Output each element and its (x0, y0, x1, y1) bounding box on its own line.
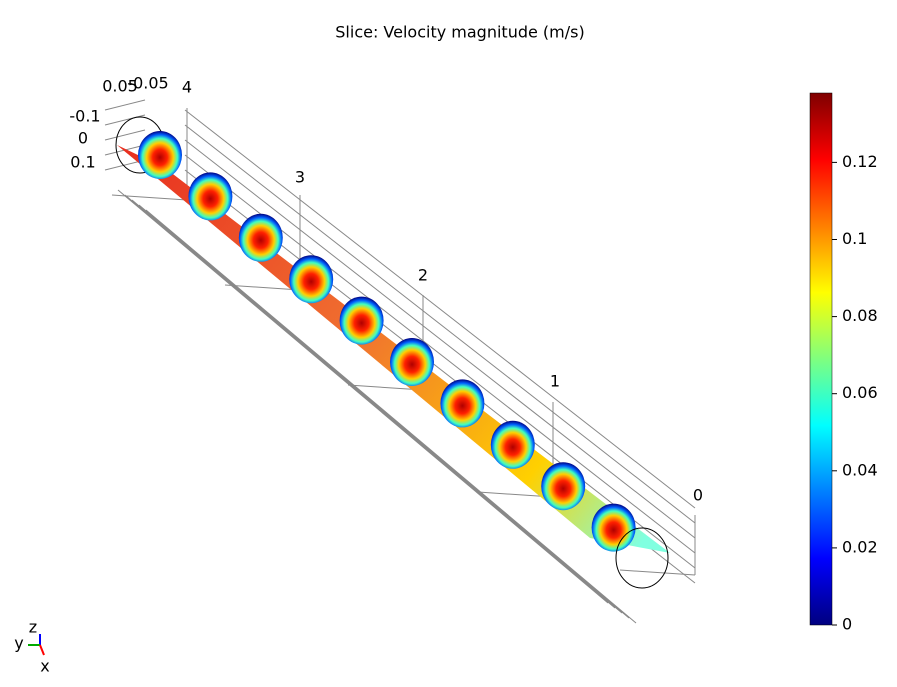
triad-label: x (40, 657, 49, 676)
end-circle (615, 527, 669, 589)
axis-tick-label: 4 (182, 78, 192, 97)
grid-line (131, 199, 623, 614)
grid-line (104, 99, 146, 111)
axis-tick-label: 2 (418, 266, 428, 285)
colorbar-tick-label: 0.04 (842, 460, 878, 479)
triad-label: y (14, 634, 23, 653)
colorbar-tick-label: 0.1 (842, 229, 867, 248)
grid-line (224, 284, 301, 291)
slice (591, 503, 636, 552)
colorbar-tick-label: 0 (842, 615, 852, 634)
axis-triad (28, 634, 45, 656)
pipe (115, 116, 670, 589)
slice (188, 172, 233, 221)
colorbar-tick-label: 0.06 (842, 383, 878, 402)
slice (238, 213, 283, 262)
colorbar (809, 92, 833, 626)
grid-line (184, 139, 696, 539)
grid-line (124, 194, 616, 609)
slice (490, 420, 535, 469)
grid-line (184, 109, 696, 509)
grid-line (104, 129, 146, 141)
axis-tick-label: 0.05 (102, 77, 138, 96)
axis-tick-label: 0.1 (70, 153, 95, 172)
grid-line (138, 204, 630, 619)
grid-line (117, 189, 609, 604)
slice (138, 131, 182, 179)
axis-tick-label: -0.05 (127, 74, 168, 93)
slice (541, 462, 586, 511)
grid-line (184, 124, 696, 524)
axis-tick-label: 3 (295, 168, 305, 187)
axis-tick-label: 0 (78, 129, 88, 148)
triad-label: z (29, 618, 37, 637)
title: Slice: Velocity magnitude (m/s) (335, 23, 584, 42)
grid-line (145, 209, 637, 624)
slice (339, 296, 384, 345)
grid-line (619, 569, 696, 576)
slice (390, 338, 434, 386)
slice (289, 255, 334, 304)
colorbar-tick-label: 0.02 (842, 537, 878, 556)
axis-tick-label: 1 (550, 372, 560, 391)
axis-tick-label: 0 (693, 486, 703, 505)
colorbar-tick-label: 0.08 (842, 306, 878, 325)
slice (440, 379, 485, 428)
axis-tick-label: -0.1 (69, 107, 100, 126)
grid-line (111, 194, 188, 201)
grid-line (347, 384, 424, 391)
colorbar-tick-label: 0.12 (842, 152, 878, 171)
